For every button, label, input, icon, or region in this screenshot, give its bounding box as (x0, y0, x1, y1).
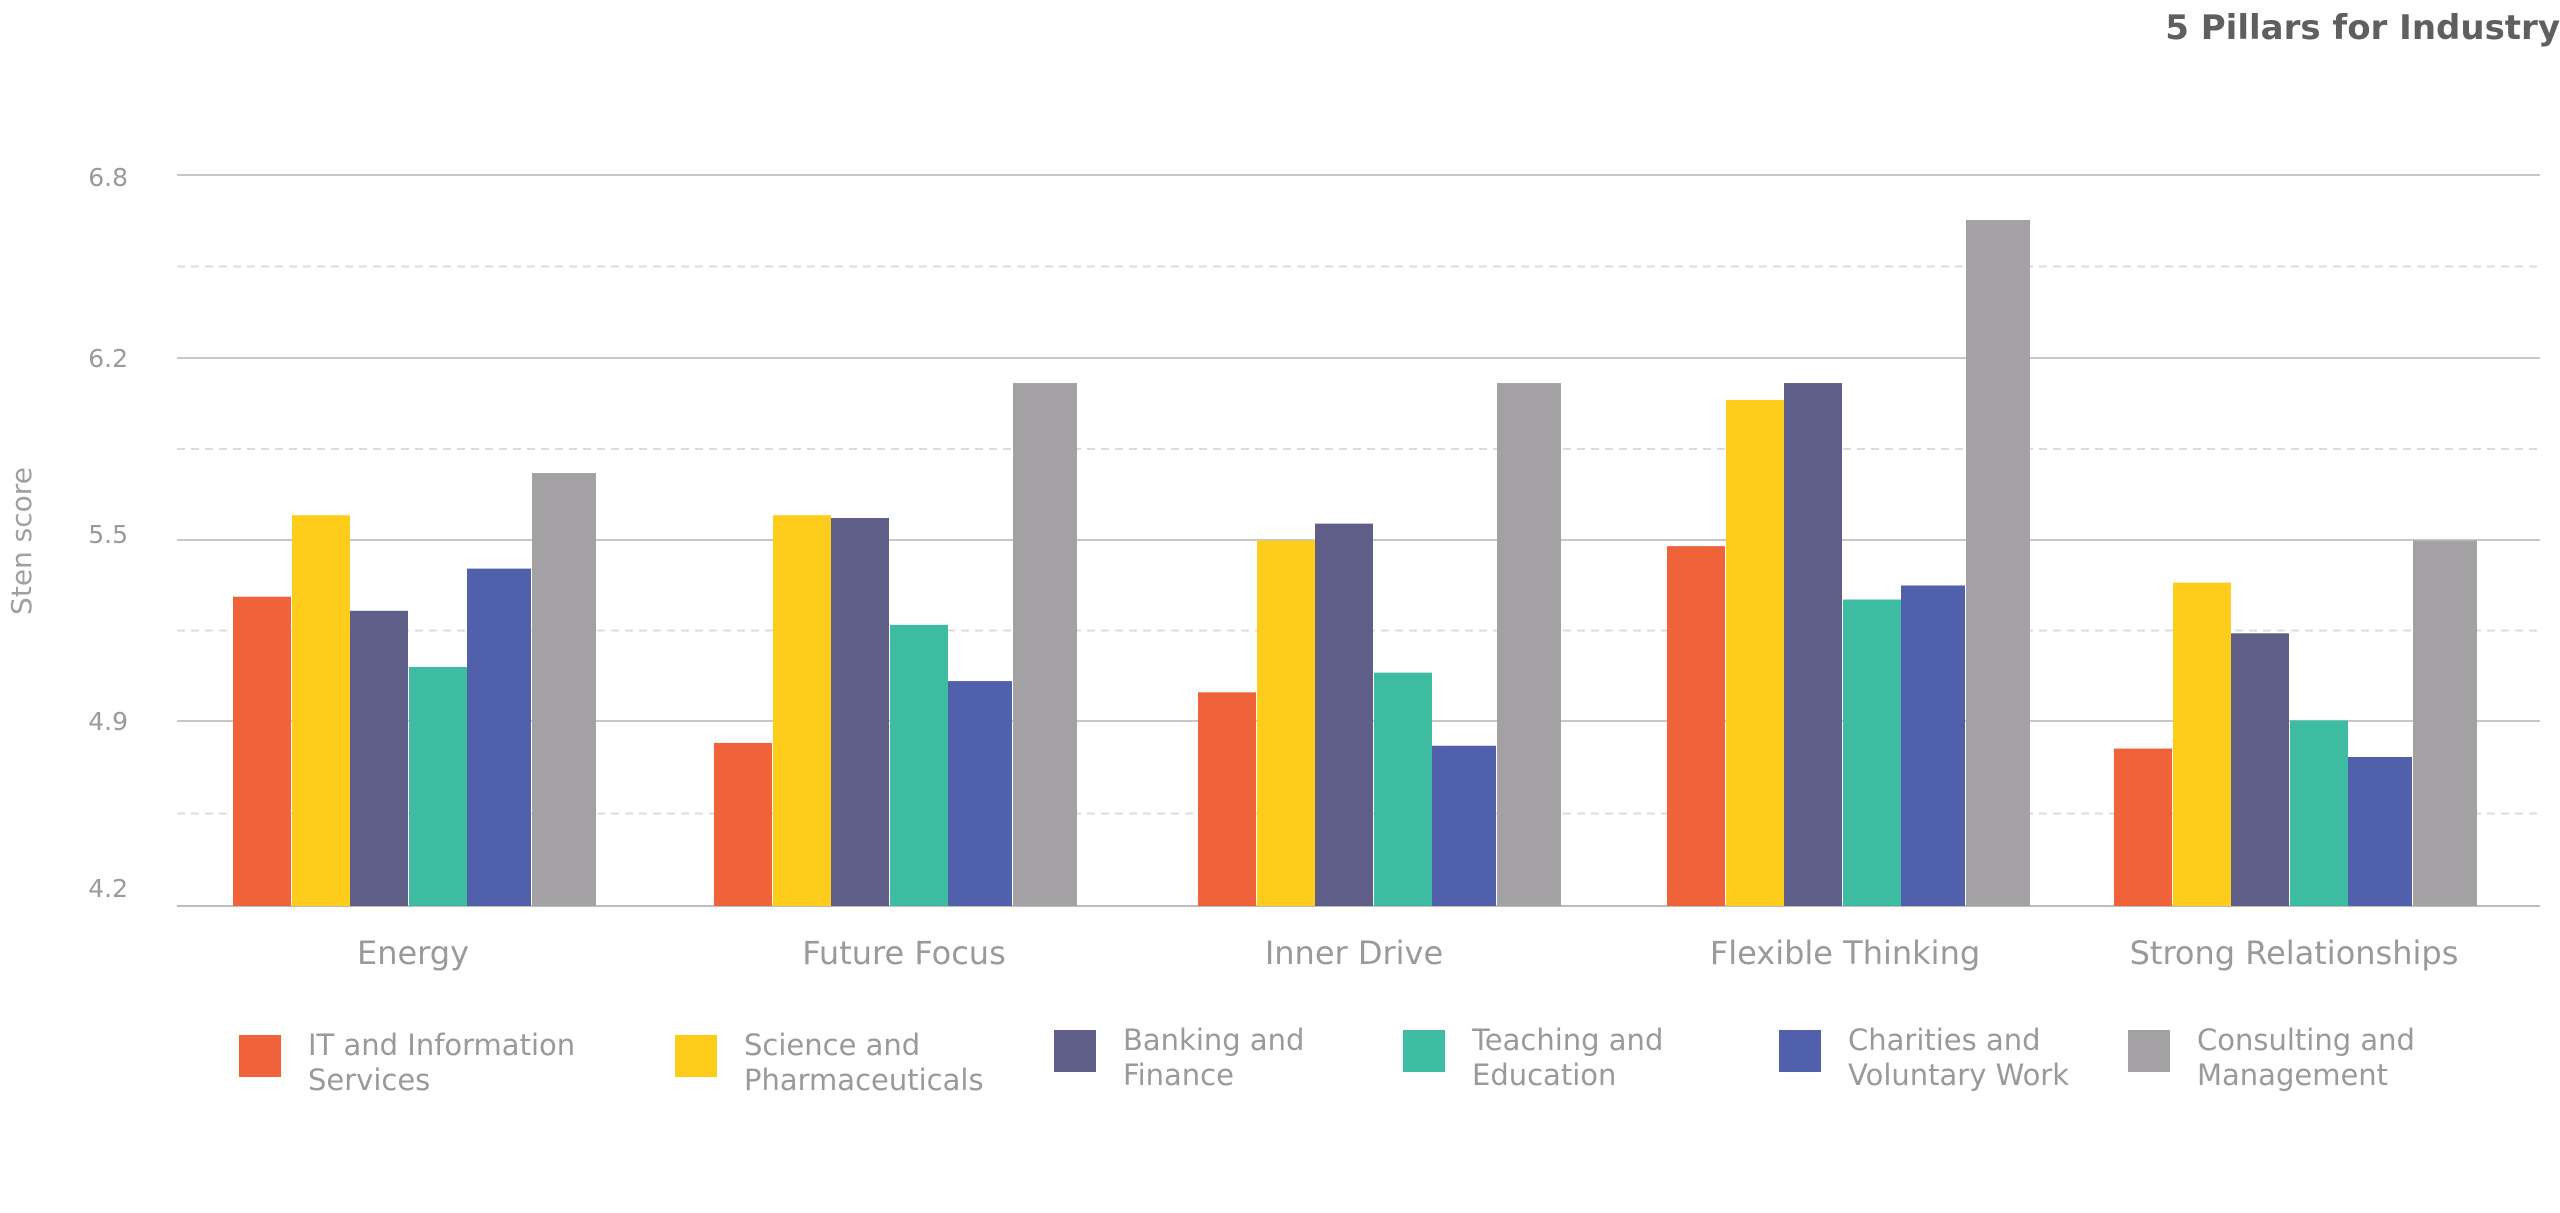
bar (1432, 745, 1496, 906)
x-tick-label: Energy (357, 934, 469, 972)
y-tick-label: 4.9 (88, 707, 128, 736)
bar (1784, 383, 1842, 906)
legend-swatch (239, 1035, 281, 1077)
bar (1726, 399, 1784, 906)
y-axis-label: Sten score (5, 467, 38, 615)
bar (350, 610, 408, 906)
legend-label: Science and Pharmaceuticals (744, 1028, 984, 1097)
bar (1374, 672, 1432, 906)
legend-swatch (1403, 1030, 1445, 1072)
chart-title: 5 Pillars for Industry (2165, 8, 2560, 48)
legend-label: Charities and Voluntary Work (1848, 1023, 2070, 1092)
bar (2114, 748, 2172, 906)
bar (1901, 585, 1965, 906)
legend-item: Science and Pharmaceuticals (675, 1028, 1014, 1098)
bar (233, 596, 291, 906)
bar (1966, 219, 2030, 906)
bar (714, 742, 772, 906)
legend-item: Teaching and Education (1403, 1023, 1742, 1093)
legend-item: Consulting and Management (2128, 1023, 2467, 1093)
bar (467, 568, 531, 906)
legend-label: Banking and Finance (1123, 1023, 1305, 1092)
x-tick-label: Strong Relationships (2130, 934, 2459, 972)
bar (1843, 599, 1901, 906)
legend-item: Charities and Voluntary Work (1779, 1023, 2118, 1093)
y-tick-label: 6.2 (88, 344, 128, 373)
bar (890, 624, 948, 906)
legend-label: IT and Information Services (308, 1028, 576, 1097)
legend-item: Banking and Finance (1054, 1023, 1393, 1093)
bar (1013, 383, 1077, 906)
legend-swatch (1054, 1030, 1096, 1072)
bar (532, 473, 596, 906)
bar (948, 681, 1012, 906)
bar (2231, 633, 2289, 906)
bar (1497, 383, 1561, 906)
bar (1667, 546, 1725, 906)
chart-legend: IT and Information Services Science and P… (0, 1020, 2560, 1140)
bar (1315, 523, 1373, 906)
bar (1257, 540, 1315, 906)
y-tick-label: 5.5 (88, 520, 128, 549)
bar (292, 515, 350, 906)
legend-label: Teaching and Education (1472, 1023, 1664, 1092)
bar (2173, 582, 2231, 906)
legend-swatch (1779, 1030, 1821, 1072)
legend-item: IT and Information Services (239, 1028, 578, 1098)
bar (409, 667, 467, 906)
legend-swatch (675, 1035, 717, 1077)
bar (773, 515, 831, 906)
bar (2413, 540, 2477, 906)
y-tick-label: 4.2 (88, 874, 128, 903)
bar (2348, 756, 2412, 906)
x-tick-label: Flexible Thinking (1710, 934, 1980, 972)
legend-label: Consulting and Management (2197, 1023, 2415, 1092)
y-tick-label: 6.8 (88, 163, 128, 192)
x-tick-label: Inner Drive (1265, 934, 1443, 972)
bar (831, 518, 889, 906)
legend-swatch (2128, 1030, 2170, 1072)
x-tick-label: Future Focus (802, 934, 1005, 972)
bar (1198, 692, 1256, 906)
bar (2290, 720, 2348, 906)
